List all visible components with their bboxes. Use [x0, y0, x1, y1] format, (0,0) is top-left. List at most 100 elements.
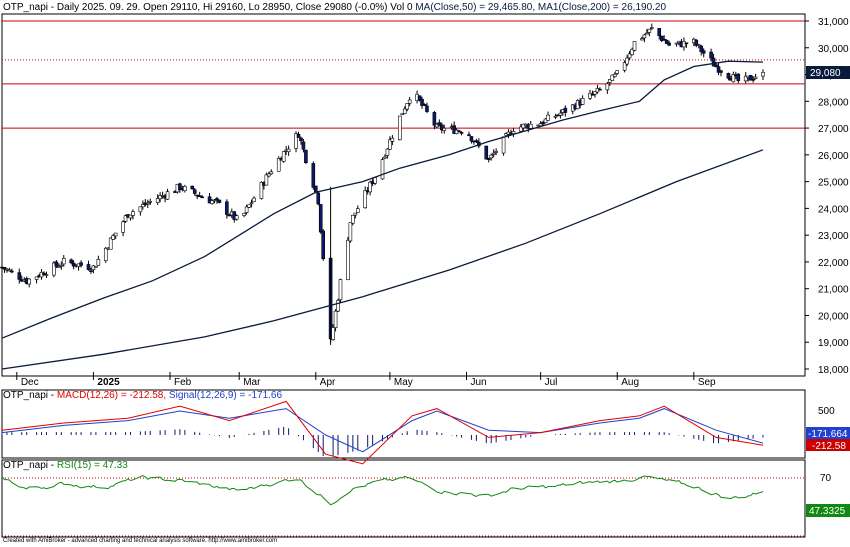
macd-panel-header: OTP_napi - MACD(12,26) = -212.58, Signal… — [3, 390, 282, 401]
candle-body — [351, 214, 355, 224]
candle-body — [355, 208, 360, 213]
candle-body — [388, 139, 392, 150]
candle-body — [442, 127, 447, 131]
x-tick-label: Jun — [471, 377, 487, 388]
candle-body — [217, 199, 222, 203]
candle-body — [467, 134, 471, 136]
candle-body — [761, 72, 765, 77]
candle-body — [264, 174, 269, 186]
macd-axis-label: 500 — [818, 406, 835, 417]
price-tag: 29,080 — [806, 66, 850, 79]
rsi-axis-label: 70 — [820, 473, 832, 484]
candle-body — [647, 28, 652, 33]
candle-body — [183, 185, 187, 192]
candle-body — [91, 265, 96, 271]
candle-body — [590, 93, 595, 96]
candle-body — [276, 158, 281, 172]
candle-body — [52, 262, 56, 276]
candle-body — [494, 151, 498, 153]
candle-body — [247, 204, 251, 208]
candle-body — [719, 70, 723, 73]
candle-body — [59, 264, 64, 267]
candle-body — [225, 201, 229, 215]
price-y-tick-label: 30,000 — [818, 44, 849, 55]
candle-body — [650, 27, 654, 29]
candle-body — [242, 212, 246, 216]
candle-body — [234, 215, 239, 220]
candle-body — [662, 38, 666, 41]
candle-body — [598, 88, 602, 91]
candle-body — [27, 278, 31, 285]
candle-body — [316, 192, 321, 205]
candle-body — [131, 211, 135, 216]
header-ma200-text: MA1(Close,200) = 26,190.20 — [538, 2, 667, 13]
macd-tag: -212.58 — [806, 439, 850, 452]
candle-body — [10, 270, 14, 273]
candle-body — [563, 107, 568, 113]
signal-line — [1, 408, 764, 453]
candle-body — [457, 130, 461, 133]
candle-body — [558, 112, 563, 116]
candle-body — [593, 91, 597, 95]
candle-body — [44, 274, 49, 276]
candle-body — [311, 163, 316, 188]
candle-body — [108, 237, 113, 250]
candle-body — [79, 262, 83, 266]
candle-body — [748, 75, 753, 81]
rsi-panel-header: OTP_napi - RSI(15) = 47.33 — [3, 460, 128, 471]
candle-body — [294, 133, 298, 149]
rsi-tag: 47.3325 — [806, 504, 850, 517]
candle-body — [158, 195, 162, 200]
rsi-tag-label: 47.3325 — [809, 506, 846, 517]
candle-body — [17, 272, 22, 280]
candle-body — [385, 148, 390, 156]
candle-body — [299, 137, 303, 141]
candle-body — [269, 171, 274, 175]
candle-body — [731, 74, 736, 83]
candle-body — [632, 41, 637, 51]
x-tick-label: Sep — [698, 377, 716, 388]
candle-body — [244, 206, 249, 213]
candle-body — [348, 222, 353, 242]
price-y-tick-label: 19,000 — [818, 338, 849, 349]
candle-body — [432, 112, 437, 126]
candle-body — [420, 98, 424, 106]
candle-body — [437, 122, 442, 126]
candle-body — [684, 42, 689, 45]
candle-body — [541, 121, 545, 125]
signal-header-text: Signal(12,26,9) = -171.66 — [169, 390, 283, 401]
candle-body — [397, 115, 402, 141]
candle-body — [546, 114, 550, 121]
rsi-header-text: RSI(15) = 47.33 — [57, 460, 128, 471]
candle-body — [148, 201, 153, 203]
candle-body — [743, 75, 748, 82]
candle-body — [336, 300, 340, 312]
price-y-tick-label: 31,000 — [818, 17, 849, 28]
candle-body — [165, 191, 170, 200]
candle-body — [286, 148, 291, 152]
candle-body — [699, 45, 704, 53]
candle-body — [407, 99, 412, 104]
candle-body — [338, 279, 343, 301]
candle-body — [640, 38, 644, 41]
candle-body — [190, 185, 195, 190]
x-tick-label: 2025 — [97, 377, 120, 388]
candle-body — [711, 57, 716, 67]
candle-body — [753, 76, 758, 79]
macd-header-text: MACD(12,26) = -212.58, — [57, 390, 169, 401]
candle-body — [321, 230, 326, 260]
macd-line — [1, 400, 764, 465]
candle-body — [543, 118, 548, 123]
candle-body — [86, 264, 91, 270]
candle-body — [667, 42, 671, 46]
candle-body — [200, 196, 204, 199]
candle-body — [96, 259, 101, 266]
price-y-tick-label: 26,000 — [818, 151, 849, 162]
candle-body — [580, 97, 585, 105]
header-main-text: OTP_napi - Daily 2025. 09. 29. Open 2911… — [3, 2, 415, 13]
candle-body — [192, 189, 197, 194]
candle-body — [716, 66, 721, 73]
candle-body — [553, 115, 558, 118]
price-panel-header: OTP_napi - Daily 2025. 09. 29. Open 2911… — [3, 2, 666, 13]
